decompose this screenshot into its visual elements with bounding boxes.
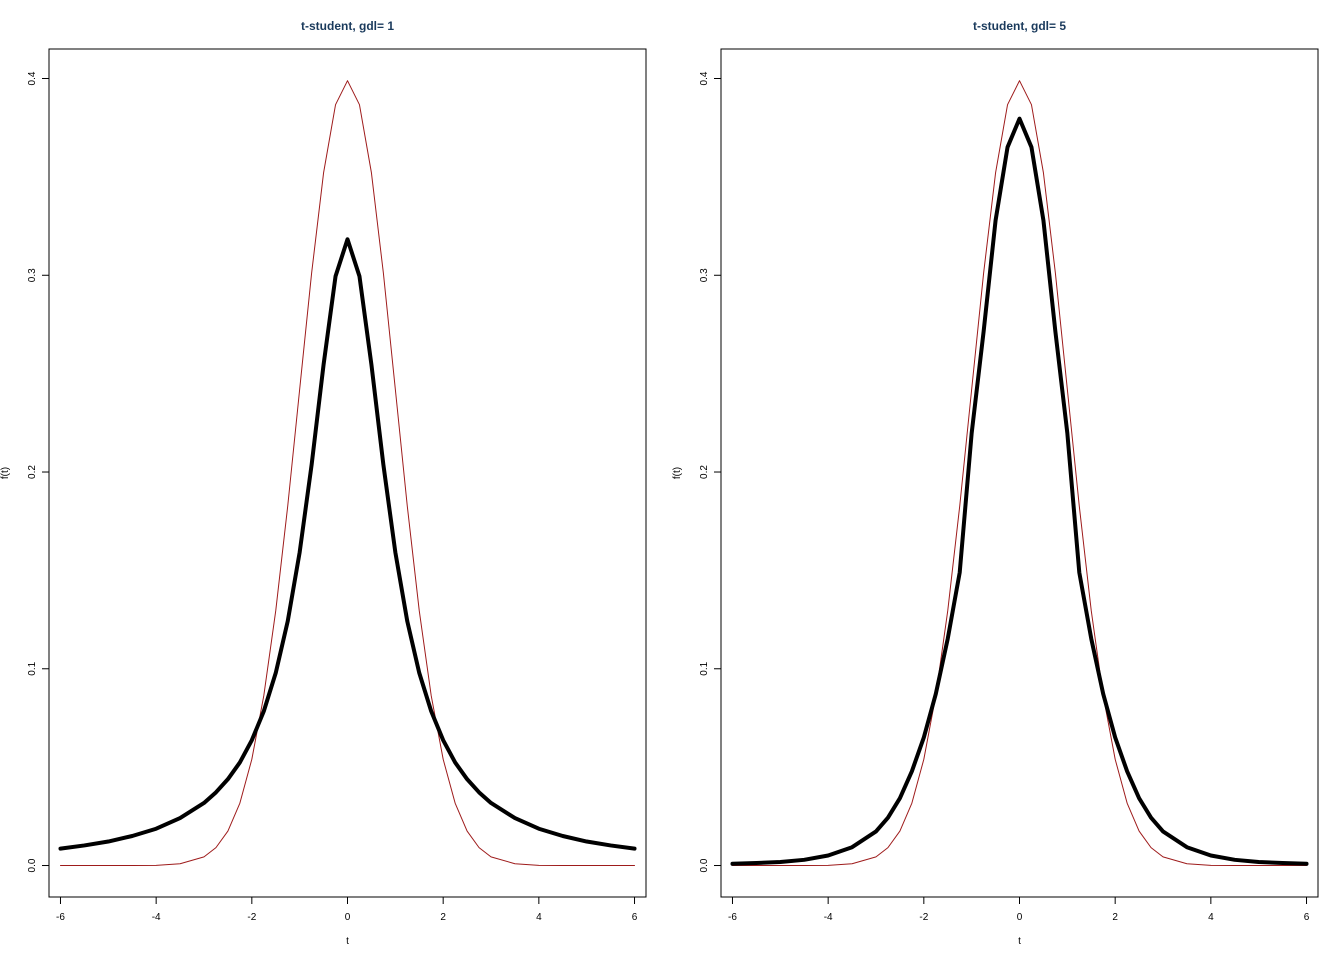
x-tick-label: 6 — [632, 912, 638, 923]
chart-panel-2: t-student, gdl= 5 -6 -4 -2 0 2 4 6 0.0 0.1 0.2 0.3 0… — [672, 19, 1319, 947]
y-tick-label: 0.0 — [699, 858, 710, 872]
y-tick-label: 0.2 — [699, 465, 710, 479]
chart-title: t-student, gdl= 1 — [301, 19, 394, 33]
x-tick-label: -2 — [919, 912, 928, 923]
y-tick-label: 0.2 — [27, 465, 38, 479]
x-tick-label: -4 — [824, 912, 833, 923]
y-tick-label: 0.1 — [699, 661, 710, 675]
x-axis-label: t — [346, 936, 349, 947]
y-tick-label: 0.3 — [27, 268, 38, 282]
plot-frame — [720, 48, 1319, 898]
x-tick-label: 0 — [1017, 912, 1023, 923]
y-tick-label: 0.3 — [699, 268, 710, 282]
x-tick-label: 2 — [1112, 912, 1118, 923]
plot-frame — [48, 48, 647, 898]
x-tick-label: -4 — [152, 912, 161, 923]
x-tick-label: 4 — [536, 912, 542, 923]
y-tick-label: 0.4 — [27, 71, 38, 85]
chart-panel-1: t-student, gdl= 1 -6 -4 -2 0 2 4 6 0.0 0.1 0.2 0.3 0… — [0, 19, 647, 947]
chart-title: t-student, gdl= 5 — [973, 19, 1066, 33]
x-tick-label: -6 — [728, 912, 737, 923]
series-line-1 — [731, 80, 1308, 867]
y-tick-label: 0.1 — [27, 661, 38, 675]
series-line-2 — [730, 116, 1309, 866]
x-tick-label: -6 — [56, 912, 65, 923]
y-axis-label: f(t) — [672, 467, 683, 479]
series-line-1 — [59, 80, 636, 867]
series-line-2 — [58, 237, 637, 851]
x-tick-label: 4 — [1208, 912, 1214, 923]
x-tick-label: 0 — [345, 912, 351, 923]
y-axis-label: f(t) — [0, 467, 11, 479]
x-tick-label: 6 — [1304, 912, 1310, 923]
x-tick-label: -2 — [247, 912, 256, 923]
y-tick-label: 0.4 — [699, 71, 710, 85]
y-tick-label: 0.0 — [27, 858, 38, 872]
x-axis-label: t — [1018, 936, 1021, 947]
x-tick-label: 2 — [440, 912, 446, 923]
